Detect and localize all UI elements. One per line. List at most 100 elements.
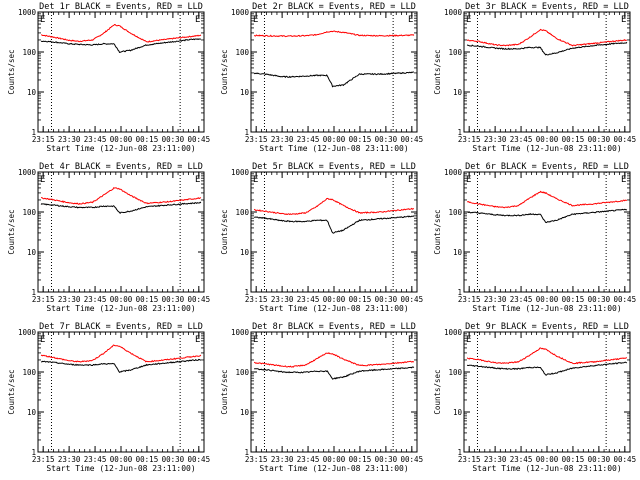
x-tick-label: 00:00 <box>536 135 559 144</box>
x-tick-label: 23:45 <box>510 135 533 144</box>
y-tick-label: 10 <box>27 248 37 257</box>
events-series-line <box>40 201 202 214</box>
y-tick-label: 1000 <box>444 8 463 17</box>
marker-e-left: E <box>253 15 258 25</box>
x-tick-label: 00:15 <box>136 135 159 144</box>
x-axis-label: Start Time (12-Jun-08 23:11:00) <box>46 144 195 153</box>
x-tick-label: 00:30 <box>162 135 185 144</box>
marker-e-left: E <box>40 335 45 345</box>
plot-frame <box>37 331 205 453</box>
y-tick-label: 1 <box>457 448 462 457</box>
plot-panel: Det 3r BLACK = Events, RED = LLD 1 10 100 10… <box>433 2 636 153</box>
plot-panel: Det 5r BLACK = Events, RED = LLD 1 10 100 10… <box>220 162 423 313</box>
y-tick-label: 100 <box>22 48 36 57</box>
y-tick-label: 100 <box>448 48 462 57</box>
x-tick-label: 00:45 <box>401 295 424 304</box>
lld-series-line <box>253 197 415 216</box>
x-tick-label: 23:15 <box>32 455 55 464</box>
lld-series-line <box>253 30 415 38</box>
marker-e-right: E <box>408 175 413 185</box>
x-tick-label: 00:00 <box>323 455 346 464</box>
plot-frame <box>463 171 631 293</box>
x-tick-label: 23:15 <box>245 455 268 464</box>
x-tick-label: 23:45 <box>84 135 107 144</box>
x-tick-label: 23:45 <box>297 135 320 144</box>
x-tick-label: 23:45 <box>510 295 533 304</box>
events-series-line <box>40 358 202 373</box>
marker-e-left: E <box>253 175 258 185</box>
x-tick-label: 23:15 <box>458 135 481 144</box>
lld-series-line <box>40 344 202 363</box>
y-tick-label: 100 <box>448 368 462 377</box>
y-tick-label: 1000 <box>231 8 250 17</box>
y-tick-label: 10 <box>453 88 463 97</box>
x-tick-label: 00:45 <box>614 455 637 464</box>
y-axis-label: Counts/sec <box>220 209 229 254</box>
marker-e-right: E <box>621 175 626 185</box>
x-tick-label: 00:00 <box>323 295 346 304</box>
x-tick-label: 23:15 <box>32 135 55 144</box>
x-tick-label: 23:30 <box>58 135 81 144</box>
x-tick-label: 00:45 <box>188 135 211 144</box>
plot-panel: Det 6r BLACK = Events, RED = LLD 1 10 100 10… <box>433 162 636 313</box>
y-tick-label: 1 <box>457 128 462 137</box>
y-tick-label: 1 <box>31 448 36 457</box>
x-tick-label: 00:45 <box>401 455 424 464</box>
x-tick-label: 00:45 <box>401 135 424 144</box>
lld-series-line <box>253 352 415 368</box>
lld-series-line <box>40 187 202 205</box>
x-tick-label: 00:30 <box>162 295 185 304</box>
x-axis-label: Start Time (12-Jun-08 23:11:00) <box>259 144 408 153</box>
events-series-line <box>253 71 414 88</box>
y-axis-label: Counts/sec <box>220 369 229 414</box>
x-tick-label: 00:30 <box>588 135 611 144</box>
x-tick-label: 00:15 <box>136 295 159 304</box>
y-tick-label: 10 <box>240 248 250 257</box>
events-series-line <box>254 215 415 234</box>
y-tick-label: 1000 <box>18 328 37 337</box>
plot-frame <box>250 171 418 293</box>
lld-series-line <box>466 347 627 365</box>
x-tick-label: 00:15 <box>349 295 372 304</box>
x-tick-label: 00:00 <box>323 135 346 144</box>
marker-e-right: E <box>408 15 413 25</box>
plot-title: Det 2r BLACK = Events, RED = LLD <box>252 2 416 12</box>
y-tick-label: 1 <box>31 128 36 137</box>
x-tick-label: 23:15 <box>245 295 268 304</box>
x-tick-label: 23:30 <box>271 135 294 144</box>
x-tick-label: 23:15 <box>245 135 268 144</box>
x-tick-label: 00:30 <box>375 135 398 144</box>
x-tick-label: 00:15 <box>562 295 585 304</box>
x-tick-label: 23:30 <box>271 295 294 304</box>
x-tick-label: 23:45 <box>510 455 533 464</box>
y-tick-label: 1 <box>457 288 462 297</box>
x-tick-label: 00:00 <box>110 135 133 144</box>
x-axis-label: Start Time (12-Jun-08 23:11:00) <box>46 304 195 313</box>
plot-title: Det 3r BLACK = Events, RED = LLD <box>465 2 629 12</box>
x-tick-label: 23:30 <box>484 295 507 304</box>
x-tick-label: 00:15 <box>562 455 585 464</box>
x-tick-label: 23:30 <box>58 455 81 464</box>
x-tick-label: 23:45 <box>84 455 107 464</box>
x-axis-label: Start Time (12-Jun-08 23:11:00) <box>472 304 621 313</box>
x-tick-label: 23:45 <box>84 295 107 304</box>
y-tick-label: 1000 <box>18 168 37 177</box>
y-tick-label: 1000 <box>444 328 463 337</box>
y-axis-label: Counts/sec <box>433 209 442 254</box>
y-tick-label: 100 <box>448 208 462 217</box>
y-axis-label: Counts/sec <box>433 369 442 414</box>
events-series-line <box>254 366 415 380</box>
marker-e-right: E <box>408 335 413 345</box>
x-axis-label: Start Time (12-Jun-08 23:11:00) <box>259 464 408 473</box>
x-tick-label: 23:30 <box>58 295 81 304</box>
x-tick-label: 23:30 <box>484 455 507 464</box>
y-tick-label: 10 <box>453 248 463 257</box>
y-tick-label: 100 <box>22 208 36 217</box>
events-series-line <box>40 38 202 53</box>
y-tick-label: 10 <box>453 408 463 417</box>
x-axis-label: Start Time (12-Jun-08 23:11:00) <box>259 304 408 313</box>
x-tick-label: 00:45 <box>614 135 637 144</box>
y-tick-label: 100 <box>235 368 249 377</box>
events-series-line <box>466 361 628 376</box>
